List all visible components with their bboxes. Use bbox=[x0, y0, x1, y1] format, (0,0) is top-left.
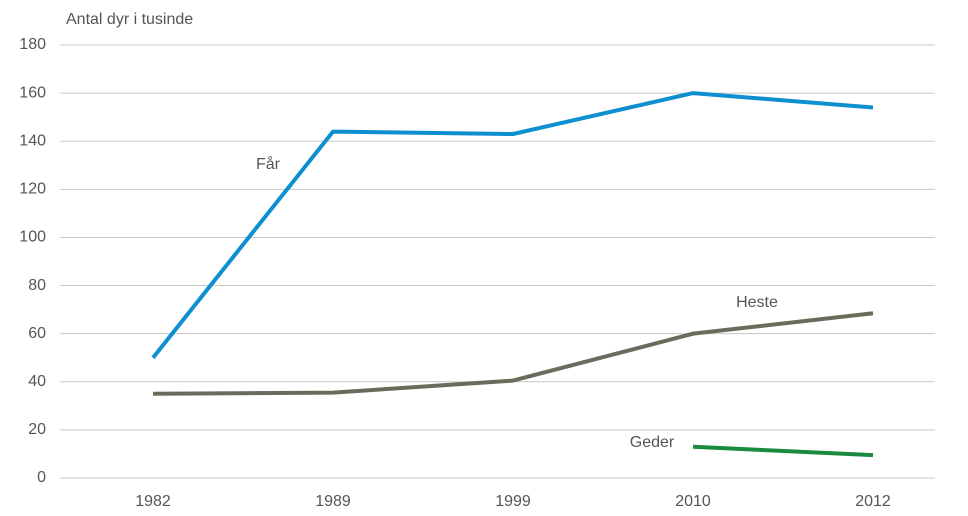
y-tick-label: 120 bbox=[19, 181, 46, 198]
y-tick-label: 80 bbox=[28, 277, 46, 294]
series-label: Får bbox=[256, 155, 281, 173]
y-tick-label: 60 bbox=[28, 325, 46, 342]
y-tick-label: 160 bbox=[19, 84, 46, 101]
series-line bbox=[151, 91, 874, 359]
y-tick-label: 20 bbox=[28, 421, 46, 438]
y-tick-label: 180 bbox=[19, 36, 46, 53]
series-label: Heste bbox=[736, 294, 778, 311]
x-tick-label: 1999 bbox=[495, 493, 531, 510]
y-tick-label: 140 bbox=[19, 132, 46, 149]
x-tick-label: 1982 bbox=[135, 493, 171, 510]
y-tick-label: 100 bbox=[19, 229, 46, 246]
x-tick-label: 2012 bbox=[855, 493, 891, 510]
y-tick-label: 0 bbox=[37, 469, 46, 486]
series-line bbox=[152, 311, 874, 396]
x-tick-label: 2010 bbox=[675, 493, 711, 510]
y-tick-label: 40 bbox=[28, 373, 46, 390]
series-line bbox=[692, 444, 874, 458]
series-label: Geder bbox=[630, 434, 675, 451]
x-tick-label: 1989 bbox=[315, 493, 351, 510]
y-axis-label: Antal dyr i tusinde bbox=[66, 11, 193, 28]
